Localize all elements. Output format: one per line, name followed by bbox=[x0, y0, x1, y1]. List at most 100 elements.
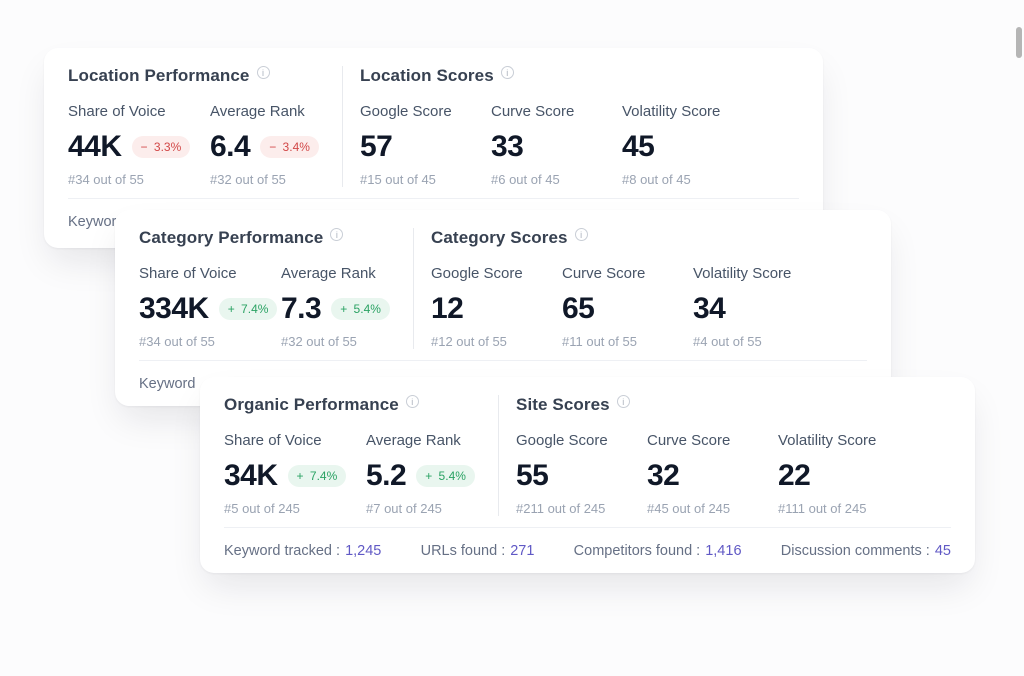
footer-partial-label: Keyword bbox=[68, 214, 125, 230]
metric-rank: #8 out of 45 bbox=[622, 172, 691, 187]
metric-rank: #12 out of 55 bbox=[431, 334, 507, 349]
metric-average-rank: Average Rank 5.2 + 5.4% #7 out of 245 bbox=[366, 432, 508, 516]
metric-label: Google Score bbox=[516, 432, 608, 449]
scores-section: Site Scores i Google Score 55 #211 out o… bbox=[499, 395, 951, 516]
metric-label: Volatility Score bbox=[778, 432, 877, 449]
stat-value[interactable]: 1,245 bbox=[345, 543, 382, 559]
metric-google-score: Google Score 55 #211 out of 245 bbox=[516, 432, 647, 516]
metric-label: Average Rank bbox=[281, 265, 376, 282]
delta-badge: + 7.4% bbox=[218, 298, 278, 320]
performance-section: Location Performance i Share of Voice 44… bbox=[68, 66, 342, 187]
section-divider bbox=[413, 228, 414, 349]
metric-value: 65 bbox=[562, 292, 595, 325]
info-icon[interactable]: i bbox=[256, 66, 270, 79]
metric-share-of-voice: Share of Voice 334K + 7.4% #34 out of 55 bbox=[139, 265, 281, 349]
metric-volatility-score: Volatility Score 22 #111 out of 245 bbox=[778, 432, 876, 516]
metric-value: 22 bbox=[778, 459, 811, 492]
metric-value: 32 bbox=[647, 459, 680, 492]
metric-rank: #45 out of 245 bbox=[647, 501, 731, 516]
metric-curve-score: Curve Score 33 #6 out of 45 bbox=[491, 103, 622, 187]
performance-section-title: Category Performance bbox=[139, 228, 324, 247]
metric-rank: #34 out of 55 bbox=[139, 334, 215, 349]
metric-share-of-voice: Share of Voice 34K + 7.4% #5 out of 245 bbox=[224, 432, 366, 516]
category-performance-card: Category Performance i Share of Voice 33… bbox=[115, 210, 891, 406]
metric-google-score: Google Score 57 #15 out of 45 bbox=[360, 103, 491, 187]
card-footer: Keyword bbox=[68, 198, 799, 231]
metric-value: 57 bbox=[360, 130, 393, 163]
metric-volatility-score: Volatility Score 34 #4 out of 55 bbox=[693, 265, 791, 349]
metric-value: 6.4 bbox=[210, 130, 251, 163]
metric-label: Google Score bbox=[431, 265, 523, 282]
metric-share-of-voice: Share of Voice 44K − 3.3% #34 out of 55 bbox=[68, 103, 210, 187]
metric-rank: #11 out of 55 bbox=[562, 334, 637, 349]
stat-value[interactable]: 45 bbox=[934, 543, 951, 559]
metric-rank: #111 out of 245 bbox=[778, 501, 867, 516]
scores-section: Category Scores i Google Score 12 #12 ou… bbox=[414, 228, 867, 349]
card-footer: Keyword bbox=[139, 360, 867, 393]
footer-partial-label: Keyword bbox=[139, 376, 196, 392]
metric-rank: #5 out of 245 bbox=[224, 501, 300, 516]
metric-rank: #34 out of 55 bbox=[68, 172, 144, 187]
metric-curve-score: Curve Score 32 #45 out of 245 bbox=[647, 432, 778, 516]
metric-rank: #32 out of 55 bbox=[210, 172, 286, 187]
info-icon[interactable]: i bbox=[500, 66, 514, 79]
metric-value: 45 bbox=[622, 130, 655, 163]
delta-badge: + 5.4% bbox=[331, 298, 390, 320]
stat-value[interactable]: 271 bbox=[510, 543, 535, 559]
stat-label: Discussion comments : bbox=[780, 543, 930, 559]
metric-label: Average Rank bbox=[210, 103, 305, 120]
metric-value: 34 bbox=[693, 292, 726, 325]
metric-value: 334K bbox=[139, 292, 209, 325]
metric-average-rank: Average Rank 6.4 − 3.4% #32 out of 55 bbox=[210, 103, 352, 187]
stat-urls-found: URLs found : 271 bbox=[421, 542, 535, 560]
stat-value[interactable]: 1,416 bbox=[705, 543, 742, 559]
metric-label: Share of Voice bbox=[139, 265, 237, 282]
metric-rank: #7 out of 245 bbox=[366, 501, 442, 516]
metric-label: Share of Voice bbox=[68, 103, 166, 120]
metric-rank: #15 out of 45 bbox=[360, 172, 436, 187]
delta-badge: − 3.4% bbox=[260, 136, 319, 158]
organic-performance-card: Organic Performance i Share of Voice 34K… bbox=[200, 377, 975, 573]
metric-rank: #32 out of 55 bbox=[281, 334, 357, 349]
metric-value: 55 bbox=[516, 459, 549, 492]
performance-section: Category Performance i Share of Voice 33… bbox=[139, 228, 413, 349]
card-footer: Keyword tracked : 1,245 URLs found : 271… bbox=[224, 527, 951, 560]
vertical-scrollbar-thumb[interactable] bbox=[1016, 27, 1022, 58]
metric-rank: #6 out of 45 bbox=[491, 172, 560, 187]
metric-value: 12 bbox=[431, 292, 464, 325]
metric-label: Average Rank bbox=[366, 432, 461, 449]
metric-curve-score: Curve Score 65 #11 out of 55 bbox=[562, 265, 693, 349]
metric-value: 5.2 bbox=[366, 459, 407, 492]
scores-section-title: Site Scores bbox=[516, 395, 610, 414]
performance-section-title: Organic Performance bbox=[224, 395, 399, 414]
metric-label: Curve Score bbox=[491, 103, 575, 120]
stat-label: URLs found : bbox=[420, 543, 506, 559]
performance-section: Organic Performance i Share of Voice 34K… bbox=[224, 395, 498, 516]
info-icon[interactable]: i bbox=[616, 395, 630, 408]
info-icon[interactable]: i bbox=[574, 228, 588, 241]
info-icon[interactable]: i bbox=[330, 228, 344, 241]
info-icon[interactable]: i bbox=[405, 395, 419, 408]
performance-section-title: Location Performance bbox=[68, 66, 250, 85]
metric-value: 7.3 bbox=[281, 292, 322, 325]
metric-value: 33 bbox=[491, 130, 524, 163]
metric-label: Curve Score bbox=[647, 432, 731, 449]
delta-badge: + 5.4% bbox=[416, 465, 475, 487]
metric-rank: #4 out of 55 bbox=[693, 334, 762, 349]
stat-discussion-comments: Discussion comments : 45 bbox=[781, 542, 951, 560]
metric-label: Curve Score bbox=[562, 265, 646, 282]
section-divider bbox=[498, 395, 499, 516]
metric-value: 34K bbox=[224, 459, 278, 492]
metric-label: Volatility Score bbox=[693, 265, 792, 282]
metric-average-rank: Average Rank 7.3 + 5.4% #32 out of 55 bbox=[281, 265, 423, 349]
stat-label: Keyword tracked : bbox=[224, 543, 341, 559]
metric-google-score: Google Score 12 #12 out of 55 bbox=[431, 265, 562, 349]
stat-competitors-found: Competitors found : 1,416 bbox=[574, 542, 742, 560]
metric-label: Google Score bbox=[360, 103, 452, 120]
metric-volatility-score: Volatility Score 45 #8 out of 45 bbox=[622, 103, 720, 187]
delta-badge: + 7.4% bbox=[287, 465, 347, 487]
metric-rank: #211 out of 245 bbox=[516, 501, 606, 516]
scores-section: Location Scores i Google Score 57 #15 ou… bbox=[343, 66, 799, 187]
scores-section-title: Location Scores bbox=[360, 66, 494, 85]
section-divider bbox=[342, 66, 343, 187]
